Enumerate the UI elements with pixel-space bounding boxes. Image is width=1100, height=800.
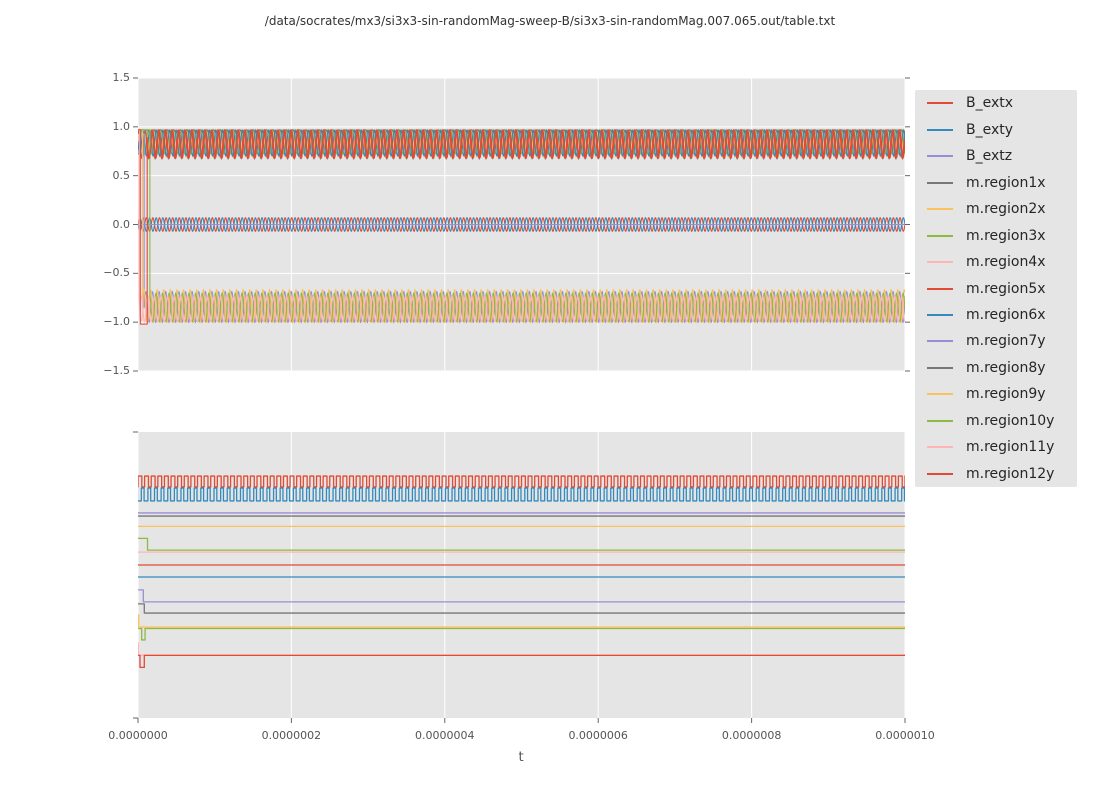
legend-line-sample — [927, 446, 953, 449]
xtick-label: 0.0000008 — [721, 729, 782, 742]
legend-label: m.region2x — [966, 201, 1046, 218]
legend-item-m.region5x: m.region5x — [915, 275, 1077, 301]
top-plot — [133, 77, 910, 372]
legend-label: m.region4x — [966, 254, 1046, 271]
legend-line-sample — [927, 340, 953, 343]
legend-item-m.region4x: m.region4x — [915, 249, 1077, 275]
legend-label: m.region11y — [966, 439, 1055, 456]
legend-line-sample — [927, 128, 953, 131]
legend-item-m.region3x: m.region3x — [915, 222, 1077, 248]
series-m.region8y — [138, 603, 905, 614]
xtick-label: 0.0000004 — [415, 729, 475, 742]
series-m.region10y — [138, 129, 905, 323]
legend-label: m.region8y — [966, 359, 1046, 376]
legend-item-m.region12y: m.region12y — [915, 460, 1077, 486]
axes-background — [138, 432, 905, 718]
legend-line-sample — [927, 261, 953, 264]
legend-item-m.region7y: m.region7y — [915, 328, 1077, 354]
legend-item-m.region6x: m.region6x — [915, 302, 1077, 328]
legend-label: m.region1x — [966, 174, 1046, 191]
legend-line-sample — [927, 287, 953, 290]
legend-label: m.region3x — [966, 227, 1046, 244]
legend-line-sample — [927, 208, 953, 211]
legend-item-B_extz: B_extz — [915, 143, 1077, 169]
legend-line-sample — [927, 313, 953, 316]
series-m.region7y — [138, 589, 905, 603]
legend-item-m.region2x: m.region2x — [915, 196, 1077, 222]
ytick-label: −0.5 — [103, 266, 130, 280]
legend-label: m.region5x — [966, 280, 1046, 297]
ytick-label: −1.5 — [103, 364, 130, 377]
series-m.region3x — [138, 537, 905, 551]
legend-line-sample — [927, 472, 953, 475]
xtick-label: 0.0000010 — [875, 729, 935, 742]
legend-label: B_extx — [966, 95, 1014, 112]
legend-label: m.region9y — [966, 386, 1046, 403]
legend-label: m.region12y — [966, 465, 1055, 482]
legend-item-m.region8y: m.region8y — [915, 355, 1077, 381]
legend-item-m.region10y: m.region10y — [915, 407, 1077, 433]
legend-line-sample — [927, 419, 953, 422]
series-B_extx — [138, 475, 905, 488]
legend-label: m.region10y — [966, 412, 1055, 429]
legend-line-sample — [927, 393, 953, 396]
figure-title: /data/socrates/mx3/si3x3-sin-randomMag-s… — [264, 14, 836, 28]
legend-item-m.region1x: m.region1x — [915, 170, 1077, 196]
series-m.region9y — [138, 614, 905, 628]
legend-item-B_exty: B_exty — [915, 117, 1077, 143]
legend: B_extx B_exty B_extz m.region1x m.region2x m.… — [915, 90, 1077, 487]
x-axis-label: t — [518, 750, 524, 765]
series-m.region12y — [138, 129, 905, 325]
legend-item-m.region9y: m.region9y — [915, 381, 1077, 407]
legend-label: m.region7y — [966, 333, 1046, 350]
legend-label: m.region6x — [966, 306, 1046, 323]
series-m.region12y — [138, 654, 905, 669]
ytick-label: −1.0 — [103, 315, 130, 329]
bottom-plot — [133, 431, 906, 723]
ytick-label: 1.5 — [112, 71, 131, 84]
legend-line-sample — [927, 234, 953, 237]
legend-label: B_exty — [966, 121, 1014, 138]
xtick-label: 0.0000002 — [261, 729, 322, 742]
series-m.region11y — [138, 129, 905, 323]
legend-label: B_extz — [966, 148, 1013, 165]
legend-line-sample — [927, 366, 953, 369]
ytick-label: 0.5 — [112, 168, 131, 182]
series-m.region10y — [138, 627, 905, 641]
xtick-label: 0.0000006 — [568, 729, 628, 742]
xtick-label: 0.0000000 — [108, 729, 168, 742]
ytick-label: 1.0 — [112, 119, 131, 133]
legend-item-B_extx: B_extx — [915, 90, 1077, 116]
legend-line-sample — [927, 155, 953, 158]
legend-line-sample — [927, 102, 953, 105]
legend-line-sample — [927, 181, 953, 184]
series-B_exty — [138, 487, 905, 502]
ytick-label: 0.0 — [112, 217, 131, 231]
legend-item-m.region11y: m.region11y — [915, 434, 1077, 460]
series-m.region8y — [138, 129, 905, 134]
